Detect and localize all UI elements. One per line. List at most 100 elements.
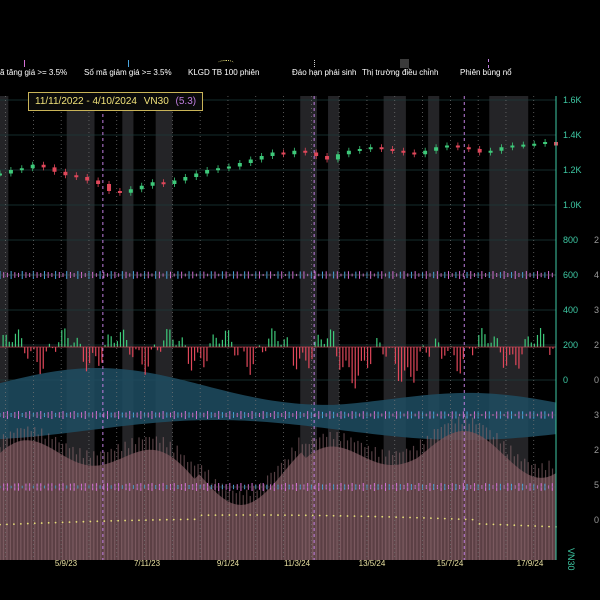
volume-ma-dot [332, 514, 335, 517]
volume-ma-dot [61, 521, 64, 524]
candle-body [368, 147, 373, 150]
volume-ma-dot [131, 519, 133, 522]
secondary-tick-label: 2 [594, 445, 599, 455]
volume-ma-dot [443, 517, 446, 520]
volume-ma-dot [89, 520, 92, 523]
date-range: 11/11/2022 - 4/10/2024 [35, 96, 137, 107]
price-tick-label: 0 [563, 375, 568, 385]
volume-ma-dot [138, 519, 140, 522]
legend-label: KLGD TB 100 phiên [188, 68, 260, 77]
volume-ma-dot [367, 515, 370, 518]
candle-body [63, 171, 68, 176]
volume-ma-dot [409, 516, 411, 519]
legend-marker-icon [314, 60, 316, 67]
volume-ma-dot [33, 522, 36, 525]
legend-label: Phiên bùng nổ [460, 68, 512, 77]
legend-up-count: ã tăng giá >= 3.5% [0, 60, 67, 77]
legend-label: Thị trường điều chỉnh [362, 68, 439, 77]
volume-ma-dot [263, 514, 265, 516]
candle-body [8, 170, 13, 174]
candle-body [237, 163, 242, 167]
volume-ma-dot [0, 523, 1, 526]
volume-ma-dot [172, 518, 175, 521]
legend-marker-icon [400, 59, 409, 68]
candle-body [248, 159, 253, 163]
volume-ma-dot [249, 514, 252, 516]
candle-body [96, 180, 101, 184]
candle-body [510, 145, 515, 148]
legend-down-count: Số mã giảm giá >= 3.5% [84, 60, 172, 77]
legend-marker-icon [24, 60, 25, 67]
volume-ma-dot [117, 519, 120, 522]
volume-ma-dot [374, 515, 377, 518]
candle-body [107, 184, 112, 191]
candle-body [499, 147, 504, 151]
candle-body [401, 150, 406, 153]
candle-body [183, 177, 188, 181]
candle-body [292, 150, 297, 155]
volume-ma-dot [47, 521, 50, 524]
volume-ma-dot [26, 522, 29, 525]
candle-body [532, 143, 537, 146]
secondary-tick-label: 3 [594, 410, 599, 420]
volume-ma-dot [110, 520, 113, 522]
candle-body [270, 152, 275, 156]
breadth-histogram [0, 327, 556, 389]
candle-body [281, 152, 286, 155]
volume-ma-dot [242, 514, 245, 516]
legend-correction: Thị trường điều chỉnh [362, 59, 439, 77]
volume-ma-dot [430, 517, 432, 520]
volume-ma-dot [520, 524, 523, 527]
volume-ma-dot [492, 523, 495, 526]
volume-ma-dot [478, 522, 481, 525]
candle-body [117, 191, 122, 193]
candle-body [466, 147, 471, 150]
candle-body [150, 182, 155, 186]
volume-ma-dot [457, 518, 460, 521]
volume-ma-dot [541, 525, 543, 528]
volume-ma-dot [152, 519, 154, 521]
volume-ma-dot [6, 523, 8, 526]
candle-body [346, 150, 351, 155]
volume-ma-dot [165, 518, 168, 521]
candle-body [172, 180, 177, 184]
x-tick-label: 5/9/23 [55, 559, 78, 568]
volume-ma-dot [193, 518, 196, 521]
volume-ma-dot [381, 515, 384, 518]
price-tick-label: 1.2K [563, 165, 582, 175]
symbol: VN30 [143, 96, 169, 107]
volume-ma-dot [207, 514, 210, 517]
volume-ma-dot [284, 514, 286, 517]
volume-ma-dot [402, 516, 404, 519]
candle-body [444, 145, 449, 148]
candle-body [325, 156, 330, 160]
volume-ma-dot [360, 515, 363, 518]
volume-ma-dot [464, 518, 467, 521]
candle-body [390, 149, 395, 151]
breadth-area [0, 368, 556, 440]
volume-ma-dot [179, 518, 182, 521]
volume-ma-dot [471, 518, 474, 521]
volume-ma-dot [339, 514, 342, 517]
x-tick-label: 11/3/24 [284, 559, 311, 568]
volume-ma-dot [513, 524, 516, 527]
secondary-tick-label: 3 [594, 305, 599, 315]
volume-ma-dot [527, 524, 530, 527]
volume-ma-dot [68, 521, 71, 524]
price-tick-label: 400 [563, 305, 578, 315]
candle-body [303, 150, 308, 153]
volume-ma-dot [450, 517, 453, 520]
volume-ma-dot [214, 514, 217, 517]
candle-body [19, 168, 24, 171]
event-lines [5, 96, 535, 560]
volume-ma-dot [353, 515, 356, 518]
price-candles [0, 139, 558, 196]
volume-ma-dot [325, 514, 328, 517]
candle-body [216, 168, 221, 171]
correction-zone [122, 96, 134, 560]
volume-ma-dot [423, 517, 425, 519]
up-down-count-bars [0, 271, 556, 491]
price-tick-label: 800 [563, 235, 578, 245]
volume-ma-dot [75, 521, 78, 523]
